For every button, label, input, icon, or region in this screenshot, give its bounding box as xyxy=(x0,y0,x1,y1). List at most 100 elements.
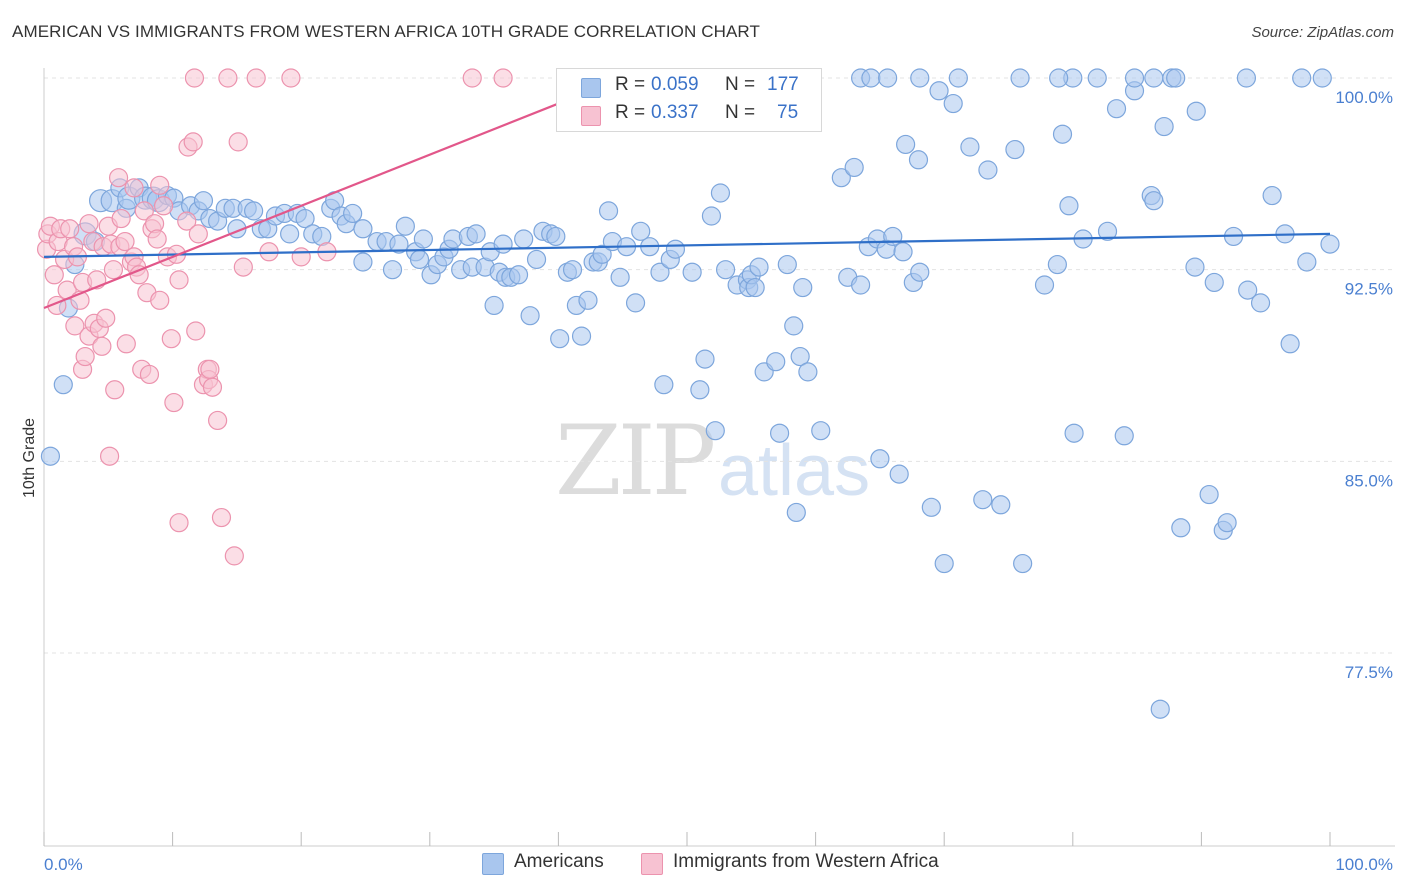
americans-point xyxy=(784,316,804,336)
americans-point xyxy=(769,423,790,443)
immigrants-point xyxy=(60,219,80,239)
immigrants-point xyxy=(111,208,131,229)
americans-swatch xyxy=(482,853,504,875)
immigrants-swatch xyxy=(641,853,663,875)
immigrants-trendline xyxy=(43,102,559,310)
americans-point xyxy=(665,239,686,259)
immigrants-swatch xyxy=(581,106,601,126)
americans-point xyxy=(766,352,786,372)
x-tick-label-max: 100.0% xyxy=(1335,855,1393,874)
immigrants-point xyxy=(108,168,129,188)
r-value: 0.059 xyxy=(651,74,699,95)
x-tick-label-min: 0.0% xyxy=(44,855,83,874)
americans-point xyxy=(973,490,993,510)
americans-point xyxy=(353,219,373,239)
americans-point xyxy=(1106,99,1127,119)
legend-label-americans: Americans xyxy=(514,851,604,872)
americans-point xyxy=(978,160,998,180)
americans-point xyxy=(1166,68,1186,88)
americans-point xyxy=(844,157,864,178)
americans-point xyxy=(40,446,61,466)
immigrants-point xyxy=(44,265,64,285)
watermark-atlas: atlas xyxy=(718,431,871,511)
americans-point xyxy=(811,421,831,441)
americans-point xyxy=(295,208,315,229)
americans-point xyxy=(831,168,851,188)
americans-point xyxy=(1059,196,1079,216)
americans-point xyxy=(280,224,300,244)
americans-point xyxy=(244,201,264,221)
americans-point xyxy=(690,380,710,400)
legend-row-immigrants: R = 0.337 N = 75 xyxy=(557,100,821,130)
americans-point xyxy=(1144,68,1164,88)
americans-point xyxy=(1185,257,1205,277)
americans-point xyxy=(526,249,547,270)
y-tick-label: 100.0% xyxy=(1335,88,1393,107)
americans-point xyxy=(878,68,898,88)
americans-point xyxy=(1171,518,1191,538)
americans-point xyxy=(578,290,598,310)
immigrants-point xyxy=(124,178,144,198)
immigrants-point xyxy=(147,229,167,249)
americans-point xyxy=(790,346,810,367)
immigrants-point xyxy=(116,334,136,354)
americans-point xyxy=(409,249,430,270)
americans-point xyxy=(1154,116,1174,137)
immigrants-point xyxy=(161,329,181,349)
n-label: N = xyxy=(725,74,756,95)
americans-point xyxy=(715,260,736,280)
legend-label-immigrants: Immigrants from Western Africa xyxy=(673,851,939,872)
label-layer: 77.5% 85.0% 92.5% 100.0% 0.0% 100.0% 10th Grad… xyxy=(21,88,1393,874)
americans-point xyxy=(1064,423,1084,443)
americans-point xyxy=(1262,185,1282,206)
americans-point xyxy=(1013,553,1033,574)
immigrants-point xyxy=(218,68,238,88)
n-label: N = xyxy=(725,102,756,123)
americans-point xyxy=(896,134,916,155)
immigrants-point xyxy=(208,410,228,431)
americans-point xyxy=(1144,191,1164,211)
americans-point xyxy=(1034,275,1055,295)
americans-point xyxy=(851,275,871,295)
n-value: 75 xyxy=(777,102,799,123)
americans-point xyxy=(908,150,929,170)
immigrants-point xyxy=(115,231,135,252)
immigrants-point xyxy=(202,377,223,397)
americans-point xyxy=(749,257,769,277)
americans-point xyxy=(395,216,415,236)
immigrants-point xyxy=(150,290,170,310)
immigrants-point xyxy=(96,308,116,328)
americans-point xyxy=(550,329,570,349)
immigrants-point xyxy=(184,68,205,88)
americans-point xyxy=(631,221,651,241)
americans-point xyxy=(910,262,930,282)
americans-point xyxy=(514,229,534,249)
americans-point xyxy=(353,252,373,272)
immigrants-point xyxy=(65,316,85,336)
immigrants-point xyxy=(92,336,112,356)
immigrants-point xyxy=(228,132,248,152)
americans-point xyxy=(705,421,725,441)
americans-point xyxy=(991,495,1011,515)
immigrants-point xyxy=(281,68,301,88)
americans-point xyxy=(413,229,433,249)
americans-point xyxy=(1049,68,1069,88)
immigrants-point xyxy=(79,214,99,234)
americans-point xyxy=(861,68,881,88)
americans-point xyxy=(389,234,409,254)
americans-point xyxy=(654,375,674,395)
americans-point xyxy=(786,502,806,523)
americans-point xyxy=(777,254,797,275)
americans-point xyxy=(1087,68,1107,88)
immigrants-point xyxy=(103,260,124,280)
americans-point xyxy=(1114,426,1134,446)
americans-point xyxy=(1199,484,1219,505)
y-axis-title: 10th Grade xyxy=(21,418,38,498)
immigrants-point xyxy=(291,247,311,267)
y-tick-label: 77.5% xyxy=(1345,663,1393,682)
americans-point xyxy=(695,349,715,369)
americans-point xyxy=(1047,254,1067,275)
americans-point xyxy=(929,81,949,101)
americans-point xyxy=(934,553,954,574)
r-value: 0.337 xyxy=(651,102,699,123)
